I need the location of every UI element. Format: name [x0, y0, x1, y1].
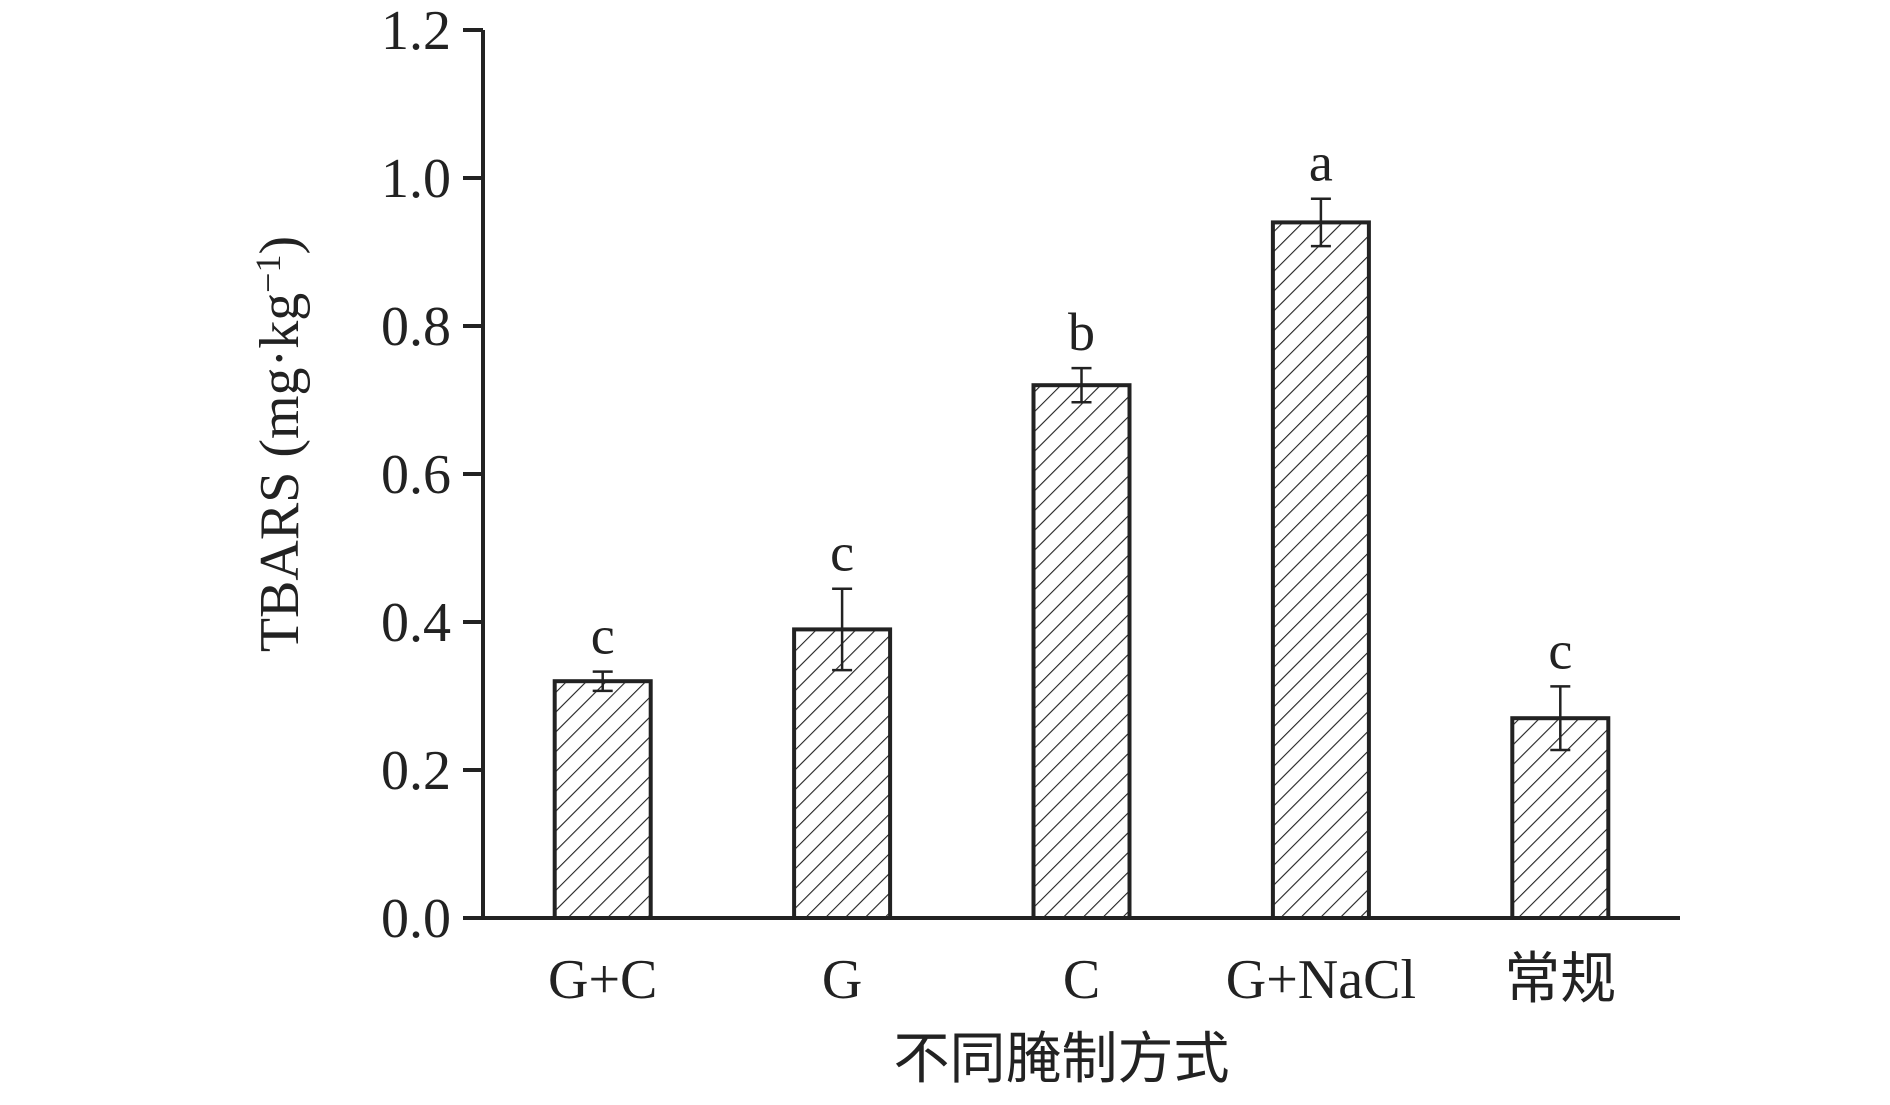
y-tick-label: 0.8	[381, 296, 451, 358]
significance-labels: c c b a c	[591, 133, 1573, 681]
x-tick-label: 常规	[1504, 949, 1616, 1011]
bar	[552, 679, 653, 921]
y-axis: 0.0 0.2 0.4 0.6 0.8 1.0 1.2	[381, 0, 485, 950]
y-tick-label: 0.4	[381, 592, 451, 654]
y-tick-label: 0.2	[381, 740, 451, 802]
x-tick-label: G+NaCl	[1226, 949, 1416, 1011]
error-bars	[592, 197, 1571, 752]
significance-label: c	[591, 606, 615, 666]
y-tick-label: 0.0	[381, 888, 451, 950]
significance-label: c	[1548, 620, 1572, 680]
bar	[1270, 220, 1371, 920]
bars	[552, 220, 1611, 921]
bar	[792, 627, 893, 921]
y-tick-label: 1.0	[381, 148, 451, 210]
x-tick-label: G+C	[548, 949, 657, 1011]
y-axis-title: TBARS (mg·kg−1)	[248, 236, 311, 652]
x-tick-label: C	[1063, 949, 1100, 1011]
significance-label: b	[1068, 302, 1095, 362]
x-tick-label: G	[822, 949, 862, 1011]
significance-label: c	[830, 523, 854, 583]
significance-label: a	[1309, 133, 1333, 193]
bar	[1031, 383, 1132, 920]
x-axis: G+C G C G+NaCl 常规	[463, 916, 1680, 1011]
x-axis-title: 不同腌制方式	[894, 1029, 1230, 1091]
y-tick-label: 0.6	[381, 444, 451, 506]
y-tick-label: 1.2	[381, 0, 451, 62]
